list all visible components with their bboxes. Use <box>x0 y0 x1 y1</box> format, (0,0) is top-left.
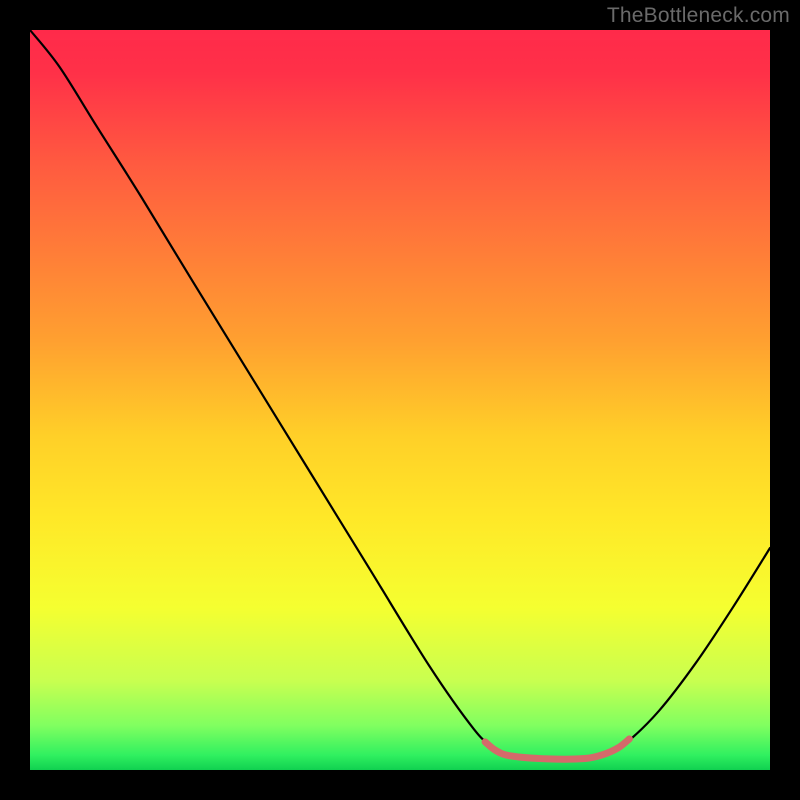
plot-background <box>30 30 770 770</box>
watermark-text: TheBottleneck.com <box>607 4 790 28</box>
bottleneck-curve-chart <box>0 0 800 800</box>
chart-container: { "watermark": { "text": "TheBottleneck.… <box>0 0 800 800</box>
